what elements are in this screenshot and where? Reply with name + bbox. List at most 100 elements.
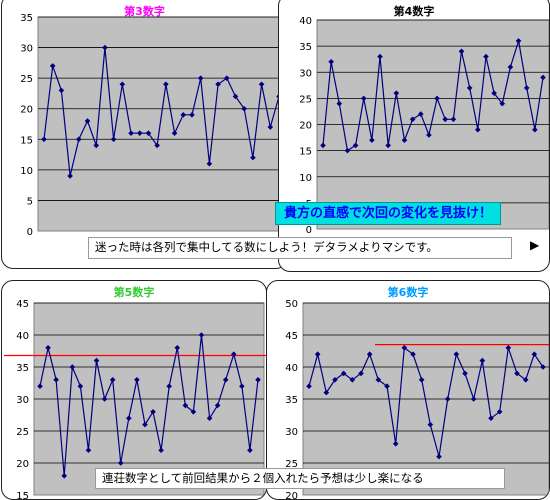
data-point (150, 409, 156, 415)
data-point (102, 44, 108, 51)
y-tick-label: 35 (16, 363, 29, 374)
data-point (58, 87, 65, 94)
data-point (45, 345, 51, 351)
data-point (142, 421, 148, 428)
data-point (180, 112, 187, 118)
data-point (128, 130, 134, 136)
y-tick-label: 10 (20, 166, 33, 177)
data-point (352, 142, 359, 149)
y-tick-label: 20 (20, 105, 33, 116)
data-point (247, 447, 253, 453)
data-point (197, 75, 204, 81)
y-tick-label: 0 (27, 227, 33, 238)
data-point (101, 396, 108, 402)
chart-3: 0 5 10 15 20 25 30 35 (20, 13, 286, 238)
data-point (505, 345, 512, 351)
data-point (491, 90, 497, 96)
data-point (499, 100, 506, 107)
data-point (206, 160, 213, 167)
y-tick-label: 15 (16, 491, 29, 500)
y-tick-label: 5 (27, 196, 33, 207)
data-point (522, 377, 529, 383)
data-point (69, 364, 76, 370)
data-point (110, 136, 117, 143)
data-point (93, 142, 100, 149)
data-point (409, 116, 416, 123)
y-tick-label: 0 (306, 225, 312, 236)
chart-panel-4: 第4数字 0510152025303540 (278, 0, 550, 272)
highlight-banner: 貴方の直感で次回の変化を見抜け！ (275, 202, 502, 225)
data-point (444, 396, 451, 402)
data-point (475, 126, 481, 133)
y-tick-label: 40 (16, 331, 29, 342)
data-point (241, 105, 247, 112)
y-tick-label: 30 (285, 427, 298, 438)
data-point (250, 154, 256, 161)
data-point (190, 409, 197, 415)
data-point (85, 447, 92, 453)
data-point (41, 136, 47, 143)
y-tick-label: 10 (299, 173, 312, 184)
data-point (483, 53, 489, 60)
y-tick-label: 35 (299, 42, 312, 53)
data-point (523, 85, 530, 91)
y-tick-label: 30 (20, 44, 33, 55)
y-tick-label: 25 (285, 459, 298, 470)
data-point (320, 142, 326, 149)
chart-6: 20 25 30 35 40 45 50 (285, 299, 549, 499)
chart-5: 15 20 25 30 35 40 45 (4, 299, 266, 500)
data-point (258, 81, 265, 88)
y-tick-label: 45 (16, 299, 29, 310)
data-point (466, 85, 473, 91)
data-point (198, 332, 205, 338)
y-tick-label: 20 (299, 121, 312, 132)
data-point (401, 345, 408, 351)
data-point (515, 38, 522, 44)
data-point (434, 95, 440, 102)
data-point (507, 64, 514, 70)
y-tick-label: 25 (20, 74, 33, 85)
data-point (531, 351, 538, 357)
y-tick-label: 40 (299, 16, 312, 27)
chart-4: 0510152025303540 (299, 16, 549, 236)
data-point (458, 48, 465, 55)
data-point (49, 63, 56, 69)
chart-panel-3: 第3数字 0 5 10 15 20 25 30 35 (1, 0, 288, 269)
data-point (392, 441, 399, 447)
chart-panel-5: 第5数字 15 20 25 30 35 40 45 (1, 280, 267, 500)
data-point (93, 357, 100, 364)
data-point (450, 116, 457, 123)
plot-area (37, 16, 286, 232)
series-line (43, 47, 280, 177)
data-point (119, 81, 126, 88)
data-point (223, 75, 230, 81)
data-point (158, 447, 164, 453)
chart-panel-6: 第6数字 20 25 30 35 40 45 50 (266, 280, 550, 500)
data-point (427, 421, 434, 428)
data-point (117, 460, 124, 466)
y-tick-label: 25 (299, 94, 312, 105)
series-line (308, 346, 544, 457)
data-point (145, 130, 152, 136)
data-point (61, 473, 68, 479)
data-point (37, 383, 43, 389)
data-point (496, 409, 503, 415)
chart-title-4: 第4数字 (393, 5, 435, 18)
y-tick-label: 40 (285, 363, 298, 374)
data-point (163, 81, 169, 88)
data-point (470, 396, 477, 402)
data-point (532, 126, 538, 133)
y-tick-label: 15 (20, 135, 33, 146)
chart-title-3: 第3数字 (124, 5, 165, 18)
data-point (417, 111, 424, 117)
data-point (154, 142, 160, 149)
data-point (53, 377, 59, 383)
chart-title-5: 第5数字 (113, 286, 155, 299)
data-point (462, 370, 468, 377)
top-note: 迷った時は各列で集中してる数にしよう！デタラメよりマシです。 (88, 237, 512, 259)
series-line (322, 40, 544, 152)
data-point (206, 415, 213, 421)
data-point (267, 124, 274, 130)
bottom-note: 連荘数字として前回結果から２個入れたら予想は少し楽になる (95, 468, 505, 489)
data-point (126, 415, 132, 421)
